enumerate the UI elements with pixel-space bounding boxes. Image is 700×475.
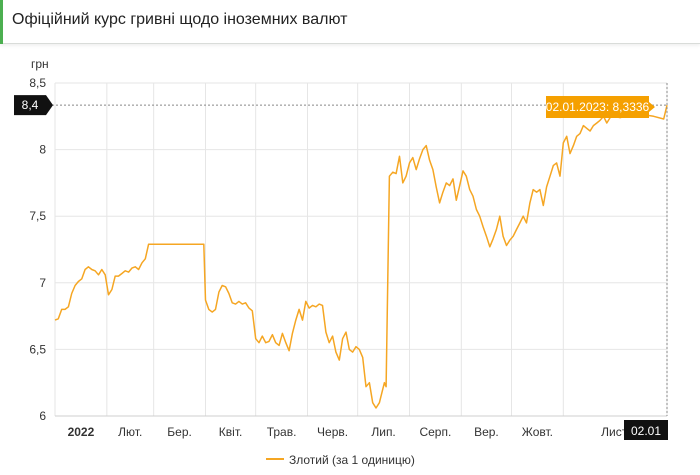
- x-tick-label: Лип.: [371, 425, 395, 439]
- x-tick-label: Квіт.: [219, 425, 243, 439]
- x-tick-label: Серп.: [419, 425, 451, 439]
- y-tick-label: 6: [39, 409, 46, 423]
- crosshair-y-value: 8,4: [22, 98, 39, 112]
- x-tick-label: Лют.: [118, 425, 142, 439]
- header-accent-bar: [0, 0, 3, 44]
- page-header: Офіційний курс гривні щодо іноземних вал…: [0, 0, 700, 44]
- page-title: Офіційний курс гривні щодо іноземних вал…: [12, 11, 348, 28]
- y-tick-label: 8: [39, 143, 46, 157]
- y-axis-labels: 8,5 8 7,5 7 6,5 6: [29, 76, 46, 423]
- tooltip-text: 02.01.2023: 8,3336: [546, 100, 650, 114]
- crosshair-y-flag: 8,4: [14, 95, 53, 116]
- x-tick-label: Лист.: [601, 425, 629, 439]
- x-tick-label: Трав.: [267, 425, 297, 439]
- x-tick-label: 2022: [68, 425, 95, 439]
- y-tick-label: 7,5: [29, 209, 46, 223]
- x-tick-label: Вер.: [474, 425, 499, 439]
- legend: Злотий (за 1 одиницю): [266, 453, 415, 467]
- y-tick-label: 8,5: [29, 76, 46, 90]
- y-tick-label: 6,5: [29, 342, 46, 356]
- series-line-zloty: [54, 105, 668, 409]
- crosshair-x-value: 02.01: [631, 424, 661, 438]
- grid: [54, 82, 668, 417]
- crosshair-x-flag: 02.01: [624, 420, 668, 440]
- x-axis-labels: 2022 Лют. Бер. Квіт. Трав. Черв. Лип. Серп. Вер.…: [68, 425, 630, 439]
- x-tick-label: Бер.: [167, 425, 192, 439]
- tooltip: 02.01.2023: 8,3336: [546, 96, 655, 118]
- y-axis-unit-label: грн: [31, 57, 49, 71]
- x-tick-label: Черв.: [317, 425, 348, 439]
- x-tick-label: Жовт.: [522, 425, 553, 439]
- y-tick-label: 7: [39, 276, 46, 290]
- legend-label: Злотий (за 1 одиницю): [289, 453, 415, 467]
